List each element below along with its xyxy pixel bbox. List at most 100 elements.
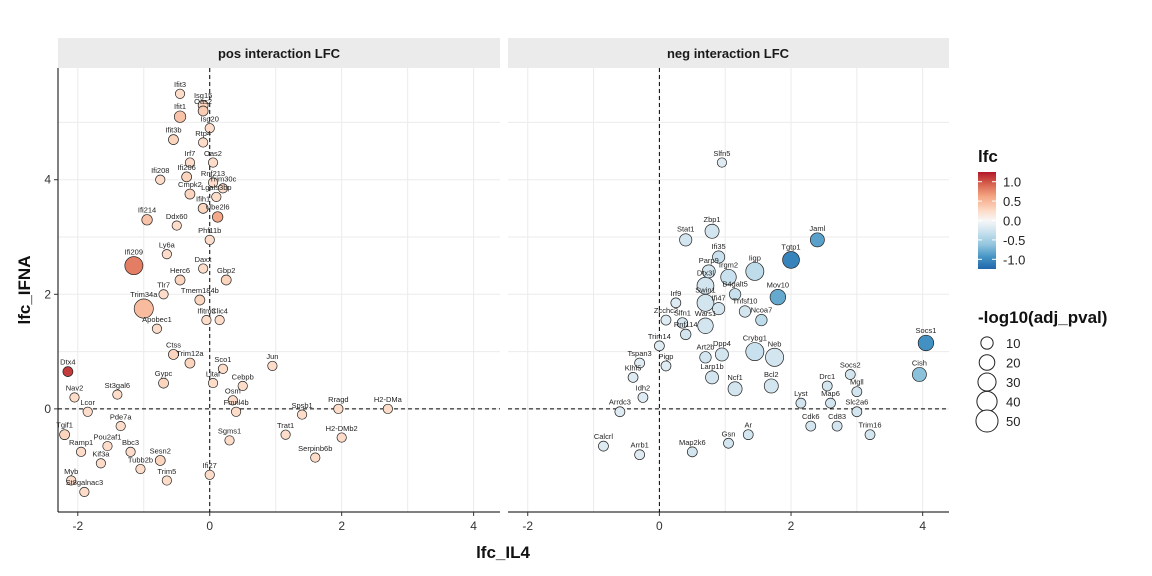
data-point — [851, 406, 863, 418]
point-label: Ube2l6 — [206, 203, 230, 212]
point-label: Stat1 — [677, 225, 695, 234]
reference-lines — [508, 68, 949, 512]
point-label: Isg15 — [194, 91, 212, 100]
data-point — [795, 397, 807, 409]
x-tick-label: -2 — [72, 519, 83, 533]
data-point — [211, 191, 222, 202]
color-legend-label: 0.5 — [1003, 194, 1021, 209]
data-point — [715, 347, 729, 362]
point-label: Tgif1 — [56, 421, 73, 430]
panel-axes: 0 2 4 -2 0 2 4 — [44, 68, 500, 533]
point-label: Calcrl — [594, 432, 614, 441]
point-label: Trim16 — [858, 421, 881, 430]
data-point — [634, 357, 645, 369]
point-label: Larp1b — [700, 362, 723, 371]
point-label: Bbc3 — [122, 438, 139, 447]
point-label: Ifit3 — [174, 80, 186, 89]
data-point — [220, 274, 232, 286]
x-tick-label: 0 — [206, 519, 213, 533]
color-legend-label: -1.0 — [1003, 252, 1025, 267]
data-point — [217, 363, 228, 374]
point-label: Socs2 — [840, 361, 861, 370]
data-point — [738, 305, 752, 318]
data-point — [207, 378, 219, 389]
data-point — [184, 157, 195, 168]
data-point — [280, 429, 291, 440]
data-point — [696, 294, 715, 312]
point-label: Osm — [225, 387, 241, 396]
data-point — [102, 441, 113, 452]
point-label: Ifit1 — [174, 102, 186, 111]
point-label: Wars1 — [695, 309, 716, 318]
x-axis-title: lfc_IL4 — [476, 543, 530, 562]
point-label: Pde7a — [110, 412, 133, 421]
point-label: Sesn2 — [150, 446, 171, 455]
x-tick-label: 2 — [338, 519, 345, 533]
point-label: Pou2af1 — [94, 432, 122, 441]
point-label: Ifi208 — [151, 166, 169, 175]
point-label: Clic4 — [211, 306, 228, 315]
data-point — [227, 395, 238, 406]
point-label: Arrdc3 — [609, 398, 631, 407]
point-label: Irf9 — [670, 289, 681, 298]
data-point — [158, 289, 169, 300]
point-label: Zcchc2 — [654, 306, 678, 315]
point-label: Sgms1 — [218, 427, 241, 436]
size-legend-circle — [978, 354, 996, 371]
data-point — [769, 289, 787, 306]
point-label: Swin1 — [695, 285, 715, 294]
point-label: Gypc — [155, 369, 173, 378]
size-legend-circle — [976, 390, 998, 413]
point-label: Ddx60 — [166, 212, 188, 221]
data-point — [864, 429, 876, 441]
color-legend-label: 0.0 — [1003, 214, 1021, 229]
data-point — [69, 392, 80, 403]
color-legend: lfc 1.0 0.5 0.0 -0.5 -1.0 — [978, 147, 1025, 269]
size-legend-title: -log10(adj_pval) — [978, 308, 1107, 327]
point-label: Gsn — [722, 429, 736, 438]
data-point — [704, 223, 720, 239]
panel-title: neg interaction LFC — [667, 46, 790, 61]
point-label: Trim30c — [210, 175, 237, 184]
point-label: B4galt5 — [722, 280, 747, 289]
point-label: Drc1 — [819, 372, 835, 381]
data-point — [115, 421, 126, 432]
point-label: Lcor — [80, 398, 95, 407]
data-point — [95, 458, 106, 469]
data-point — [82, 406, 93, 417]
point-label: Klhl5 — [625, 363, 642, 372]
point-label: Myb — [64, 467, 78, 476]
size-legend-label: 10 — [1006, 336, 1020, 351]
point-label: Dpp4 — [713, 339, 731, 348]
point-label: Ifi209 — [125, 248, 143, 257]
point-label: Daxx — [195, 255, 212, 264]
point-label: Isg20 — [201, 114, 219, 123]
y-tick-label: 2 — [44, 287, 51, 301]
data-point — [198, 137, 209, 148]
data-point — [181, 171, 192, 183]
point-label: Trim14 — [648, 332, 671, 341]
point-label: Crybg1 — [743, 334, 767, 343]
data-point — [151, 323, 163, 334]
data-point — [204, 123, 215, 134]
data-point — [204, 234, 215, 245]
point-label: Apobec1 — [142, 315, 172, 324]
point-label: Litaf — [206, 369, 221, 378]
point-label: Pigp — [658, 352, 673, 361]
point-label: Tubb2b — [128, 455, 153, 464]
panel-axes: -2 0 2 4 — [508, 511, 949, 533]
data-point — [171, 220, 182, 231]
data-point — [66, 475, 77, 486]
color-legend-label: 1.0 — [1003, 175, 1021, 190]
data-point — [158, 377, 169, 389]
point-label: Rtp4 — [195, 129, 211, 138]
data-point — [174, 274, 186, 286]
point-label: Map6 — [821, 389, 840, 398]
point-label: Cdk6 — [802, 412, 820, 421]
point-label: Tspan3 — [628, 349, 652, 358]
data-point — [720, 268, 737, 286]
data-point — [173, 110, 187, 123]
point-label: Trim5 — [157, 467, 176, 476]
data-point — [763, 378, 779, 394]
point-label: Cish — [912, 358, 927, 367]
